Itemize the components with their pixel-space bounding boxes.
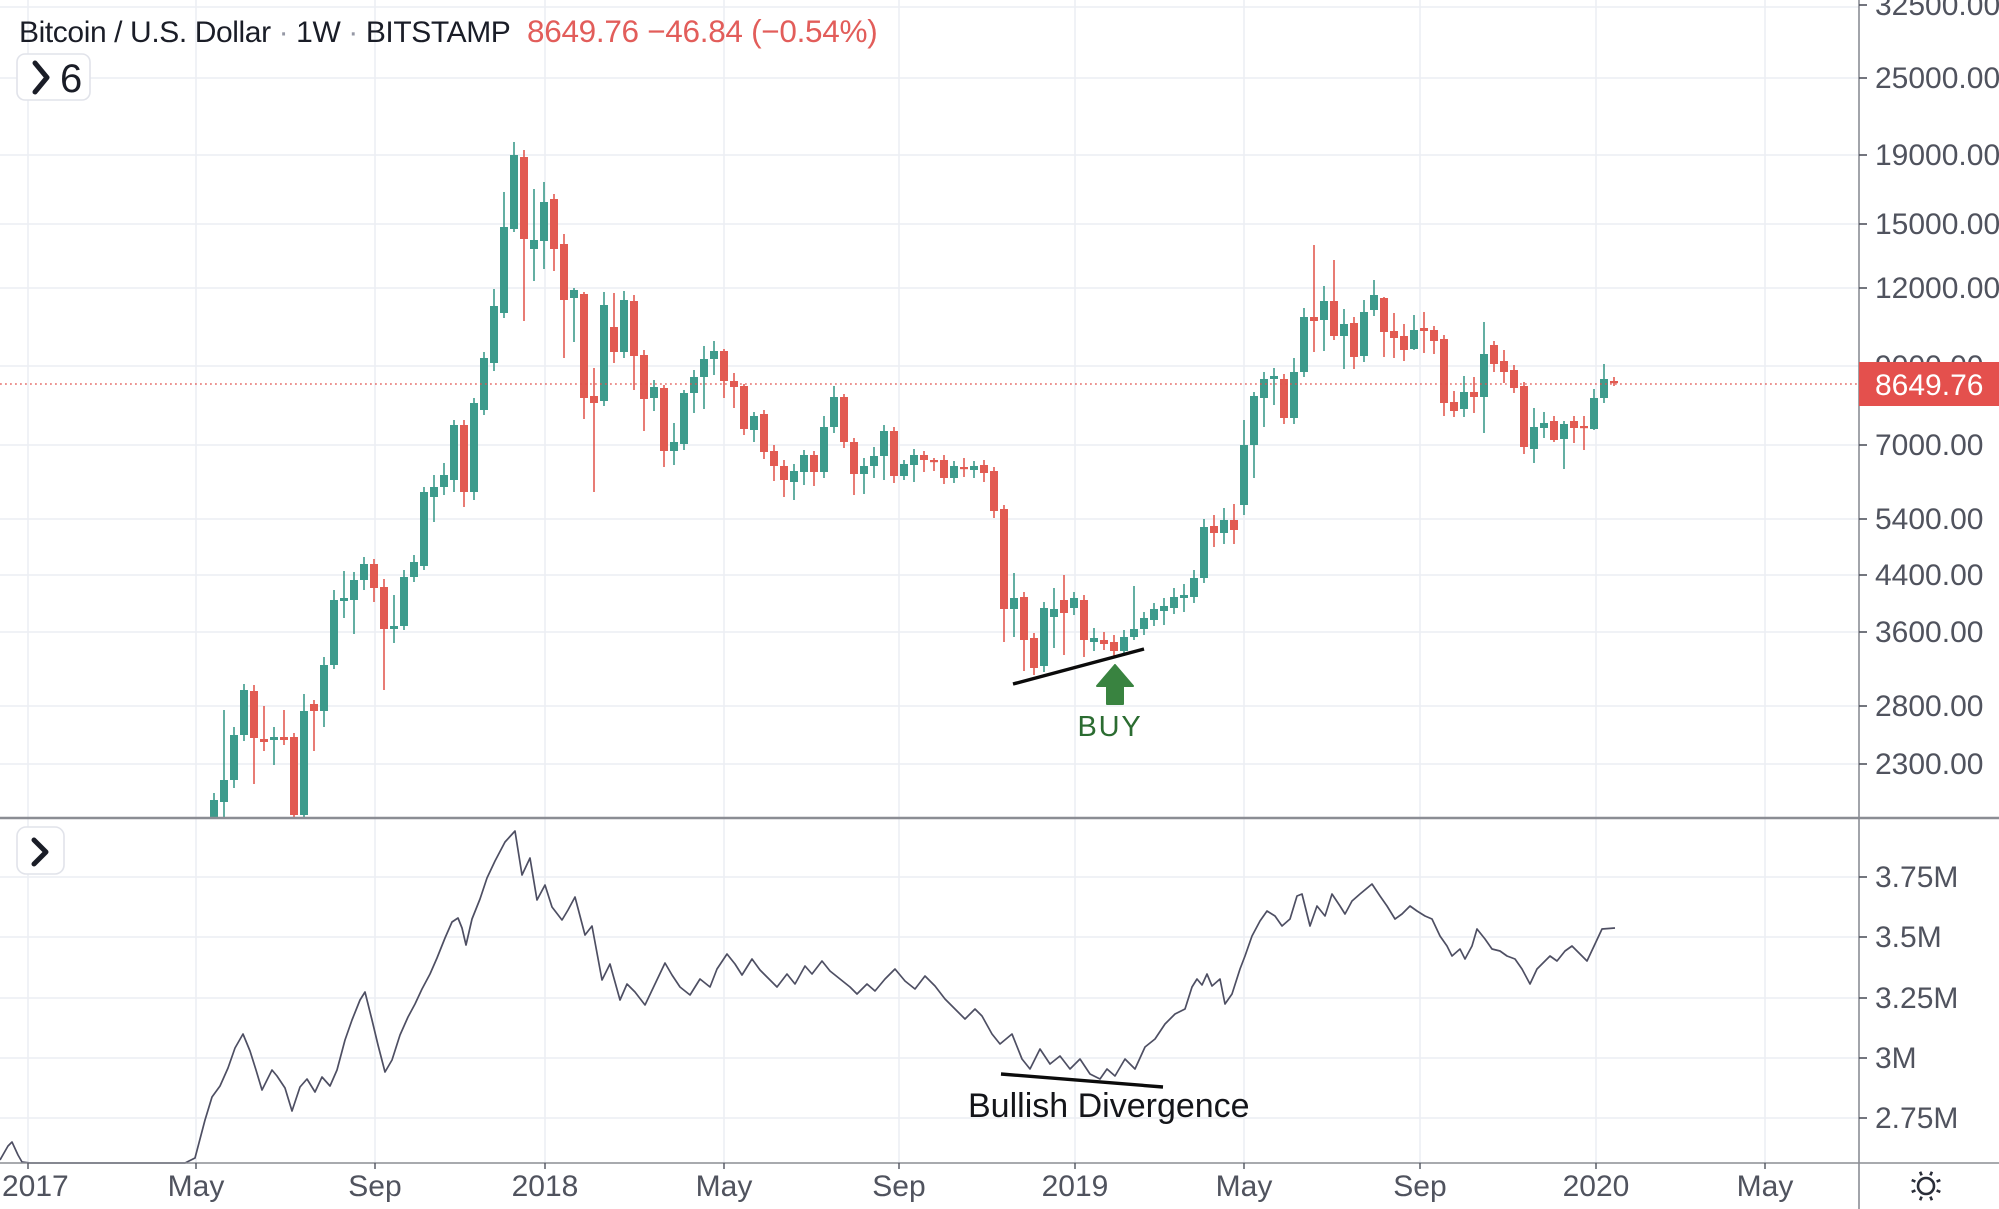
svg-text:2.75M: 2.75M — [1875, 1102, 1958, 1135]
svg-text:BUY: BUY — [1077, 711, 1142, 743]
svg-text:Sep: Sep — [348, 1170, 401, 1203]
svg-text:8649.76: 8649.76 — [1875, 369, 1983, 402]
svg-text:2017: 2017 — [2, 1170, 69, 1203]
svg-text:7000.00: 7000.00 — [1875, 429, 1983, 462]
svg-text:12000.00: 12000.00 — [1875, 272, 1999, 305]
svg-text:Sep: Sep — [1393, 1170, 1446, 1203]
svg-text:15000.00: 15000.00 — [1875, 208, 1999, 241]
svg-text:Bullish Divergence: Bullish Divergence — [968, 1087, 1250, 1125]
svg-text:2019: 2019 — [1042, 1170, 1109, 1203]
svg-text:3M: 3M — [1875, 1042, 1917, 1075]
svg-text:Bitcoin / U.S. Dollar · 1W · B: Bitcoin / U.S. Dollar · 1W · BITSTAMP — [19, 16, 510, 49]
svg-text:8649.76 −46.84 (−0.54%): 8649.76 −46.84 (−0.54%) — [527, 13, 877, 49]
svg-text:4400.00: 4400.00 — [1875, 559, 1983, 592]
svg-text:May: May — [1737, 1170, 1794, 1203]
svg-text:19000.00: 19000.00 — [1875, 139, 1999, 172]
svg-text:25000.00: 25000.00 — [1875, 62, 1999, 95]
svg-text:2020: 2020 — [1563, 1170, 1630, 1203]
svg-text:3.75M: 3.75M — [1875, 861, 1958, 894]
svg-text:3.25M: 3.25M — [1875, 982, 1958, 1015]
svg-text:5400.00: 5400.00 — [1875, 503, 1983, 536]
svg-text:2800.00: 2800.00 — [1875, 690, 1983, 723]
svg-text:2300.00: 2300.00 — [1875, 748, 1983, 781]
svg-text:2018: 2018 — [512, 1170, 579, 1203]
svg-text:3.5M: 3.5M — [1875, 921, 1942, 954]
svg-text:6: 6 — [60, 57, 82, 101]
svg-text:3600.00: 3600.00 — [1875, 616, 1983, 649]
svg-text:May: May — [696, 1170, 753, 1203]
svg-text:May: May — [168, 1170, 225, 1203]
svg-text:32500.00: 32500.00 — [1875, 0, 1999, 22]
svg-text:Sep: Sep — [872, 1170, 925, 1203]
svg-text:May: May — [1216, 1170, 1273, 1203]
